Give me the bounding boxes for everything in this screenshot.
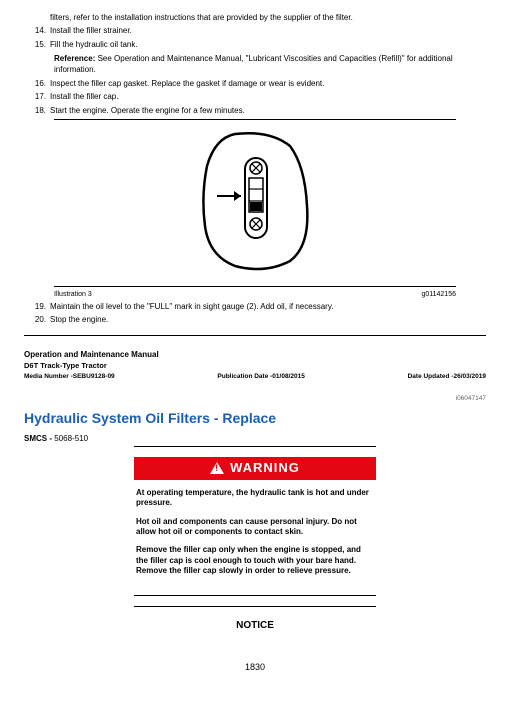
- step-text: Stop the engine.: [50, 315, 486, 325]
- step-text: Start the engine. Operate the engine for…: [50, 106, 486, 116]
- step-text: Maintain the oil level to the "FULL" mar…: [50, 302, 486, 312]
- illustration-figure: [24, 126, 486, 279]
- divider: [134, 606, 376, 607]
- section-heading: Hydraulic System Oil Filters - Replace: [24, 409, 486, 427]
- divider: [54, 119, 456, 120]
- step-text: filters, refer to the installation instr…: [50, 13, 486, 23]
- step-continuation: filters, refer to the installation instr…: [34, 13, 486, 23]
- step-number: 16.: [34, 79, 50, 89]
- manual-title: Operation and Maintenance Manual: [24, 350, 486, 360]
- reference-line: Reference: See Operation and Maintenance…: [54, 54, 486, 75]
- illustration-caption-row: Illustration 3 g01142156: [54, 290, 456, 299]
- step-text: Fill the hydraulic oil tank.: [50, 40, 486, 50]
- step-text: Install the filler cap.: [50, 92, 486, 102]
- warning-header-text: WARNING: [230, 460, 300, 477]
- step-number: 19.: [34, 302, 50, 312]
- step-number: 18.: [34, 106, 50, 116]
- media-number: Media Number -SEBU9128-09: [24, 373, 115, 381]
- warning-header: WARNING: [134, 457, 376, 480]
- step-18: 18. Start the engine. Operate the engine…: [34, 106, 486, 116]
- step-17: 17. Install the filler cap.: [34, 92, 486, 102]
- update-date: Date Updated -26/03/2019: [408, 373, 486, 381]
- notice-heading: NOTICE: [24, 619, 486, 632]
- divider: [134, 446, 376, 447]
- step-text: Inspect the filler cap gasket. Replace t…: [50, 79, 486, 89]
- warning-paragraph: Hot oil and components can cause persona…: [136, 517, 374, 538]
- step-16: 16. Inspect the filler cap gasket. Repla…: [34, 79, 486, 89]
- step-15: 15. Fill the hydraulic oil tank.: [34, 40, 486, 50]
- step-number: 15.: [34, 40, 50, 50]
- illustration-label: Illustration 3: [54, 290, 92, 299]
- warning-box: WARNING At operating temperature, the hy…: [134, 457, 376, 593]
- step-number: 20.: [34, 315, 50, 325]
- step-text: Install the filler strainer.: [50, 26, 486, 36]
- document-id: i06047147: [24, 395, 486, 403]
- step-19: 19. Maintain the oil level to the "FULL"…: [34, 302, 486, 312]
- divider: [134, 595, 376, 596]
- warning-triangle-icon: [210, 462, 224, 474]
- reference-text: See Operation and Maintenance Manual, "L…: [54, 54, 453, 73]
- divider: [54, 286, 456, 287]
- step-number: 14.: [34, 26, 50, 36]
- smcs-code: 5068-510: [54, 434, 88, 443]
- smcs-label: SMCS -: [24, 434, 54, 443]
- reference-label: Reference:: [54, 54, 95, 63]
- illustration-code: g01142156: [421, 290, 456, 299]
- step-20: 20. Stop the engine.: [34, 315, 486, 325]
- manual-model: D6T Track-Type Tractor: [24, 361, 486, 371]
- publication-date: Publication Date -01/08/2015: [115, 373, 408, 381]
- page-number: 1830: [24, 662, 486, 674]
- publication-info-row: Media Number -SEBU9128-09 Publication Da…: [24, 373, 486, 381]
- warning-paragraph: At operating temperature, the hydraulic …: [136, 488, 374, 509]
- step-number: 17.: [34, 92, 50, 102]
- smcs-line: SMCS - 5068-510: [24, 434, 486, 444]
- warning-body: At operating temperature, the hydraulic …: [134, 480, 376, 593]
- step-14: 14. Install the filler strainer.: [34, 26, 486, 36]
- sight-gauge-diagram: [185, 126, 325, 276]
- warning-paragraph: Remove the filler cap only when the engi…: [136, 545, 374, 576]
